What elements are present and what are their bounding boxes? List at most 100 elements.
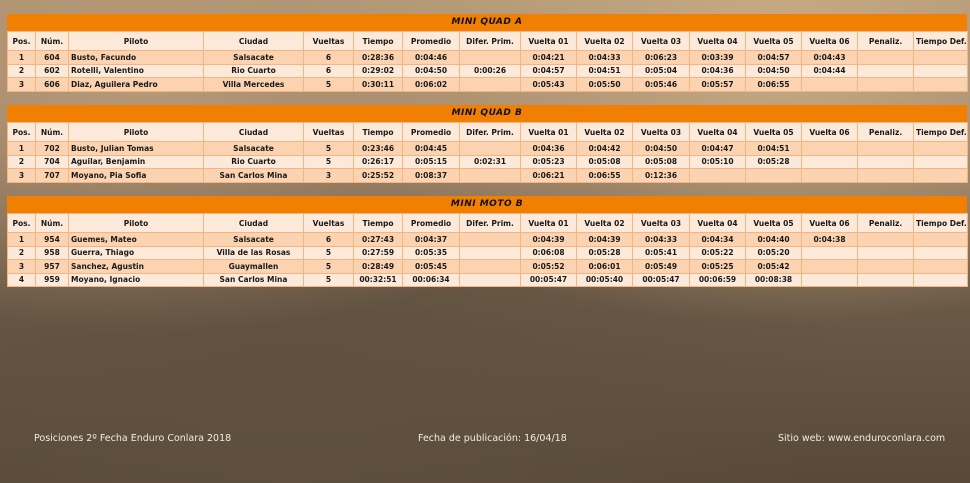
results-grid: Pos. Núm. Piloto Ciudad Vueltas Tiempo Promedi…	[7, 31, 968, 92]
cell-difer-prim: 0:02:31	[459, 154, 521, 169]
cell-ciudad: San Carlos Mina	[203, 272, 304, 287]
cell-tiempo: 0:23:46	[353, 141, 403, 156]
cell-vuelta-05: 0:05:28	[745, 154, 802, 169]
cell-num: 959	[35, 272, 69, 287]
table-row: 2 602 Rotelli, Valentino Rio Cuarto 6 0:29:02…	[7, 63, 968, 78]
cell-num: 954	[35, 232, 69, 247]
column-header-vuelta-06: Vuelta 06	[801, 122, 858, 142]
cell-vuelta-04: 0:04:34	[689, 232, 746, 247]
table-title: MINI QUAD B	[7, 105, 967, 122]
column-header-piloto: Piloto	[68, 213, 204, 233]
cell-tiempo-def	[913, 154, 968, 169]
results-table-0: MINI QUAD A Pos. Núm. Piloto Ciudad Vueltas Ti…	[7, 14, 968, 92]
cell-pos: 1	[7, 50, 36, 65]
cell-tiempo: 0:30:11	[353, 77, 403, 92]
cell-piloto: Guemes, Mateo	[68, 232, 204, 247]
cell-vuelta-06	[801, 154, 858, 169]
cell-vuelta-01: 0:05:52	[520, 259, 577, 274]
results-table-1: MINI QUAD B Pos. Núm. Piloto Ciudad Vueltas Ti…	[7, 105, 968, 183]
cell-vuelta-06	[801, 245, 858, 260]
cell-vueltas: 5	[303, 154, 354, 169]
table-row: 3 957 Sanchez, Agustin Guaymallen 5 0:28:49 0:…	[7, 259, 968, 274]
cell-piloto: Moyano, Pia Sofia	[68, 168, 204, 183]
cell-vuelta-03: 0:05:08	[632, 154, 690, 169]
cell-vuelta-02: 0:05:08	[576, 154, 633, 169]
column-header-pos: Pos.	[7, 213, 36, 233]
cell-ciudad: San Carlos Mina	[203, 168, 304, 183]
cell-vuelta-02: 0:06:01	[576, 259, 633, 274]
header-row: Pos. Núm. Piloto Ciudad Vueltas Tiempo Promedi…	[7, 31, 968, 51]
cell-vuelta-03: 0:04:33	[632, 232, 690, 247]
cell-pos: 1	[7, 232, 36, 247]
table-title: MINI MOTO B	[7, 196, 967, 213]
cell-vuelta-05: 0:04:50	[745, 63, 802, 78]
cell-vuelta-02: 0:04:33	[576, 50, 633, 65]
cell-ciudad: Salsacate	[203, 50, 304, 65]
cell-penaliz	[857, 154, 914, 169]
column-header-ciudad: Ciudad	[203, 122, 304, 142]
column-header-tiempo: Tiempo	[353, 122, 403, 142]
column-header-tiempo: Tiempo	[353, 31, 403, 51]
results-grid: Pos. Núm. Piloto Ciudad Vueltas Tiempo Promedi…	[7, 122, 968, 183]
cell-vueltas: 6	[303, 232, 354, 247]
cell-vuelta-01: 0:05:43	[520, 77, 577, 92]
table-row: 1 604 Busto, Facundo Salsacate 6 0:28:36 0:04:…	[7, 50, 968, 65]
cell-pos: 3	[7, 168, 36, 183]
cell-penaliz	[857, 63, 914, 78]
cell-vuelta-01: 0:06:08	[520, 245, 577, 260]
column-header-penaliz: Penaliz.	[857, 31, 914, 51]
cell-vuelta-01: 0:04:21	[520, 50, 577, 65]
cell-tiempo: 00:32:51	[353, 272, 403, 287]
cell-piloto: Busto, Julian Tomas	[68, 141, 204, 156]
cell-penaliz	[857, 141, 914, 156]
cell-vueltas: 5	[303, 259, 354, 274]
column-header-vuelta-02: Vuelta 02	[576, 31, 633, 51]
cell-piloto: Sanchez, Agustin	[68, 259, 204, 274]
cell-vuelta-05: 0:04:57	[745, 50, 802, 65]
column-header-vuelta-06: Vuelta 06	[801, 213, 858, 233]
cell-vueltas: 6	[303, 63, 354, 78]
cell-vuelta-06: 0:04:38	[801, 232, 858, 247]
column-header-difer-prim: Difer. Prim.	[459, 213, 521, 233]
cell-ciudad: Rio Cuarto	[203, 63, 304, 78]
cell-vuelta-04: 0:05:10	[689, 154, 746, 169]
footer-website[interactable]: Sitio web: www.enduroconlara.com	[778, 433, 946, 444]
cell-difer-prim	[459, 168, 521, 183]
column-header-pos: Pos.	[7, 31, 36, 51]
cell-vuelta-05: 0:06:55	[745, 77, 802, 92]
results-table-2: MINI MOTO B Pos. Núm. Piloto Ciudad Vueltas Ti…	[7, 196, 968, 287]
cell-promedio: 0:06:02	[402, 77, 460, 92]
cell-num: 957	[35, 259, 69, 274]
column-header-num: Núm.	[35, 122, 69, 142]
cell-penaliz	[857, 77, 914, 92]
column-header-tiempo-def: Tiempo Def.	[913, 31, 968, 51]
column-header-vuelta-05: Vuelta 05	[745, 31, 802, 51]
cell-tiempo: 0:26:17	[353, 154, 403, 169]
cell-num: 602	[35, 63, 69, 78]
cell-tiempo-def	[913, 259, 968, 274]
table-row: 2 704 Aguilar, Benjamin Rio Cuarto 5 0:26:17 0…	[7, 154, 968, 169]
cell-vuelta-04: 0:03:39	[689, 50, 746, 65]
cell-tiempo-def	[913, 168, 968, 183]
cell-vuelta-02: 0:05:28	[576, 245, 633, 260]
cell-vuelta-01: 0:04:36	[520, 141, 577, 156]
column-header-promedio: Promedio	[402, 213, 460, 233]
cell-piloto: Busto, Facundo	[68, 50, 204, 65]
column-header-vueltas: Vueltas	[303, 213, 354, 233]
cell-ciudad: Salsacate	[203, 232, 304, 247]
cell-promedio: 0:04:50	[402, 63, 460, 78]
cell-penaliz	[857, 232, 914, 247]
table-row: 4 959 Moyano, Ignacio San Carlos Mina 5 00:32…	[7, 272, 968, 287]
cell-vuelta-06: 0:04:44	[801, 63, 858, 78]
column-header-vuelta-04: Vuelta 04	[689, 31, 746, 51]
cell-vuelta-06	[801, 77, 858, 92]
cell-num: 604	[35, 50, 69, 65]
column-header-vuelta-04: Vuelta 04	[689, 213, 746, 233]
cell-difer-prim	[459, 141, 521, 156]
column-header-vuelta-06: Vuelta 06	[801, 31, 858, 51]
cell-num: 704	[35, 154, 69, 169]
cell-vuelta-03: 0:05:04	[632, 63, 690, 78]
cell-promedio: 0:05:35	[402, 245, 460, 260]
cell-vuelta-05: 0:05:42	[745, 259, 802, 274]
cell-difer-prim	[459, 272, 521, 287]
